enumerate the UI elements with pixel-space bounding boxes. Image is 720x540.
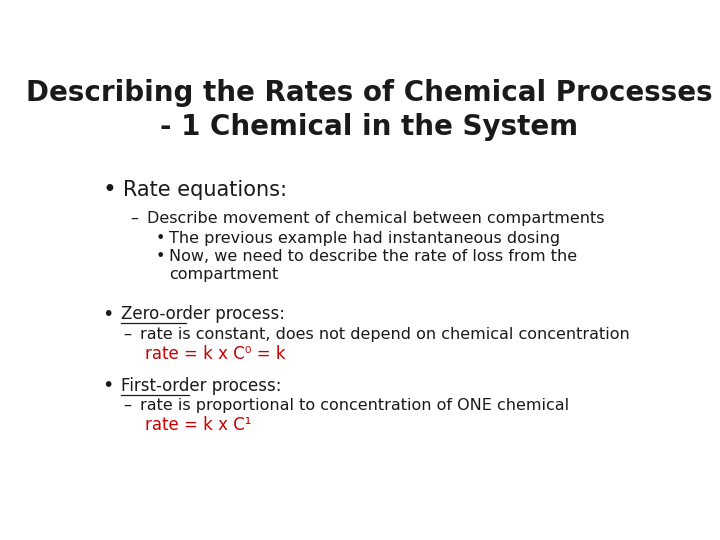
Text: Describing the Rates of Chemical Processes
- 1 Chemical in the System: Describing the Rates of Chemical Process… [26,79,712,141]
Text: rate is proportional to concentration of ONE chemical: rate is proportional to concentration of… [140,399,570,413]
Text: Zero-order process:: Zero-order process: [121,305,284,323]
Text: Rate equations:: Rate equations: [124,179,287,200]
Text: rate = k x C⁰ = k: rate = k x C⁰ = k [145,345,285,363]
Text: compartment: compartment [169,267,279,282]
Text: First-order process:: First-order process: [121,377,282,395]
Text: •: • [102,178,116,201]
Text: –: – [130,211,138,226]
Text: •: • [156,249,165,265]
Text: •: • [102,305,114,324]
Text: Now, we need to describe the rate of loss from the: Now, we need to describe the rate of los… [169,249,577,265]
Text: –: – [124,399,132,413]
Text: The previous example had instantaneous dosing: The previous example had instantaneous d… [169,231,560,246]
Text: rate is constant, does not depend on chemical concentration: rate is constant, does not depend on che… [140,327,630,342]
Text: •: • [156,231,165,246]
Text: –: – [124,327,132,342]
Text: rate = k x C¹: rate = k x C¹ [145,416,251,434]
Text: Describe movement of chemical between compartments: Describe movement of chemical between co… [147,211,604,226]
Text: •: • [102,376,114,395]
